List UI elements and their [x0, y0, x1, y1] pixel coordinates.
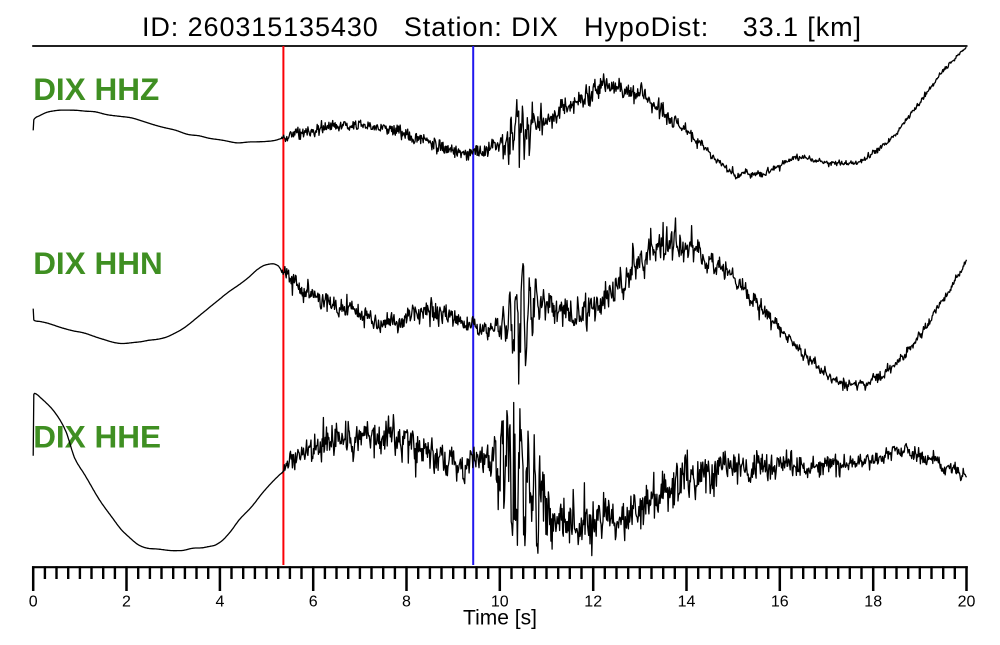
svg-text:2: 2	[122, 594, 131, 611]
svg-text:Time [s]: Time [s]	[463, 607, 537, 630]
svg-text:14: 14	[678, 594, 696, 611]
svg-text:0: 0	[29, 594, 38, 611]
svg-text:8: 8	[402, 594, 411, 611]
svg-text:DIX HHZ: DIX HHZ	[33, 71, 159, 107]
svg-text:DIX HHE: DIX HHE	[33, 419, 161, 455]
svg-text:DIX HHN: DIX HHN	[33, 245, 163, 281]
svg-text:4: 4	[215, 594, 224, 611]
svg-text:12: 12	[584, 594, 602, 611]
svg-text:18: 18	[864, 594, 882, 611]
svg-text:6: 6	[309, 594, 318, 611]
svg-text:16: 16	[771, 594, 789, 611]
svg-text:10: 10	[491, 594, 509, 611]
svg-text:ID: 260315135430 Station: DI: ID: 260315135430 Station: DIX HypoDist: …	[142, 12, 861, 42]
svg-text:20: 20	[958, 594, 976, 611]
